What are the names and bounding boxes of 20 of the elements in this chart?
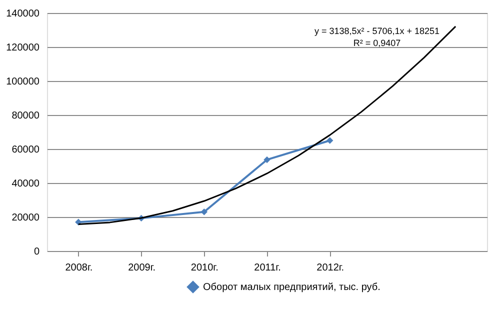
x-tick-label: 2009г. bbox=[128, 262, 156, 274]
y-tick-label: 60000 bbox=[12, 144, 40, 156]
y-tick-label: 40000 bbox=[12, 178, 40, 190]
y-tick-label: 20000 bbox=[12, 212, 40, 224]
point bbox=[264, 156, 270, 164]
x-tick-label: 2011г. bbox=[254, 262, 281, 274]
y-tick-label: 100000 bbox=[6, 76, 40, 88]
annotation: y = 3138,5x² - 5706,1x + 18251 bbox=[314, 26, 440, 36]
point bbox=[326, 137, 334, 144]
point bbox=[75, 218, 82, 226]
x-tick-label: 2010г. bbox=[190, 262, 218, 274]
y-tick-label: 140000 bbox=[6, 8, 40, 20]
annotation: R² = 0,9407 bbox=[353, 38, 401, 48]
y-tick-label: 80000 bbox=[12, 110, 40, 122]
x-tick-label: 2012г. bbox=[316, 262, 344, 274]
x-tick-label: 2008г. bbox=[65, 262, 93, 274]
legend-label: Оборот малых предприятий, тыс. руб. bbox=[203, 282, 380, 293]
y-tick-label: 120000 bbox=[6, 42, 40, 54]
y-tick-label: 0 bbox=[34, 246, 40, 258]
point bbox=[200, 208, 208, 216]
